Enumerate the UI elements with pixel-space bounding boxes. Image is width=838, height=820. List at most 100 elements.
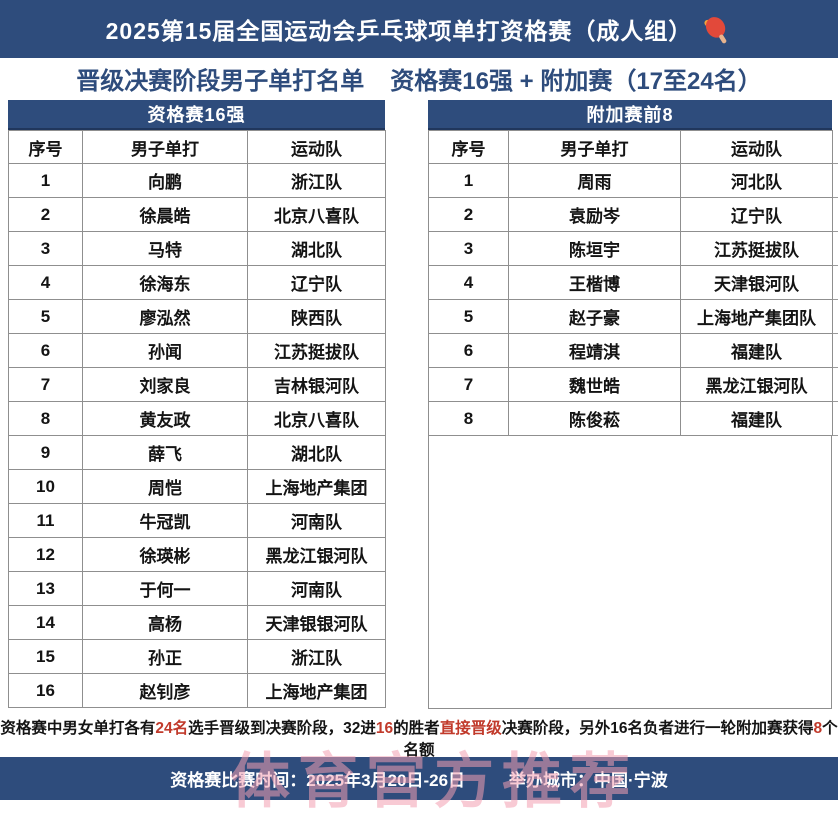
- rank-cell: 1: [8, 163, 83, 198]
- table-row: 6 程靖淇 福建队: [428, 333, 833, 368]
- table-row: 16 赵钊彦 上海地产集团: [8, 673, 386, 708]
- player-cell: 徐海东: [82, 265, 248, 300]
- rank-cell: 8: [8, 401, 83, 436]
- cropped-grid-edge: [833, 130, 838, 436]
- column-header: 运动队: [247, 130, 386, 164]
- player-cell: 牛冠凯: [82, 503, 248, 538]
- empty-table-area: [428, 436, 832, 709]
- note-segment: 24名: [155, 720, 189, 737]
- grid-line-stub: [833, 334, 838, 368]
- grid-line-stub: [833, 402, 838, 436]
- column-header: 运动队: [680, 130, 833, 164]
- team-cell: 河南队: [247, 503, 386, 538]
- rank-cell: 11: [8, 503, 83, 538]
- page-title: 2025第15届全国运动会乒乓球项单打资格赛（成人组）: [105, 18, 693, 44]
- note-segment: 资格赛中男女单打各有: [0, 720, 156, 737]
- team-cell: 河北队: [680, 163, 833, 198]
- player-cell: 魏世皓: [508, 367, 681, 402]
- player-cell: 于何一: [82, 571, 248, 606]
- player-cell: 廖泓然: [82, 299, 248, 334]
- team-cell: 江苏挺拔队: [680, 231, 833, 266]
- rank-cell: 3: [8, 231, 83, 266]
- table-row: 8 陈俊菘 福建队: [428, 401, 833, 436]
- table-row: 11 牛冠凯 河南队: [8, 503, 386, 538]
- table-row: 2 袁励岑 辽宁队: [428, 197, 833, 232]
- column-header: 男子单打: [82, 130, 248, 164]
- rank-cell: 5: [428, 299, 509, 334]
- column-header-row: 序号 男子单打 运动队: [8, 130, 386, 164]
- note-segment: 直接晋级: [439, 720, 502, 737]
- table-title: 资格赛16强: [8, 100, 385, 130]
- table-row: 1 向鹏 浙江队: [8, 163, 386, 198]
- player-cell: 程靖淇: [508, 333, 681, 368]
- note-segment: 8: [813, 720, 823, 737]
- player-cell: 赵钊彦: [82, 673, 248, 708]
- rank-cell: 4: [8, 265, 83, 300]
- team-cell: 福建队: [680, 333, 833, 368]
- rank-cell: 1: [428, 163, 509, 198]
- rank-cell: 7: [428, 367, 509, 402]
- player-cell: 薛飞: [82, 435, 248, 470]
- rank-cell: 14: [8, 605, 83, 640]
- grid-line-stub: [833, 164, 838, 198]
- table-row: 10 周恺 上海地产集团: [8, 469, 386, 504]
- subtitle-roster: 晋级决赛阶段男子单打名单: [76, 67, 365, 95]
- rank-cell: 13: [8, 571, 83, 606]
- player-cell: 徐晨皓: [82, 197, 248, 232]
- player-cell: 袁励岑: [508, 197, 681, 232]
- player-cell: 周恺: [82, 469, 248, 504]
- table-row: 5 廖泓然 陕西队: [8, 299, 386, 334]
- team-cell: 天津银银河队: [247, 605, 386, 640]
- grid-line-stub: [833, 198, 838, 232]
- table-row: 15 孙正 浙江队: [8, 639, 386, 674]
- team-cell: 辽宁队: [680, 197, 833, 232]
- playoff-8-table: 附加赛前8 序号 男子单打 运动队 1 周雨 河北队 2 袁励岑 辽宁队 3 陈垣宇 江苏挺拔队 4 王楷…: [428, 100, 833, 709]
- team-cell: 湖北队: [247, 435, 386, 470]
- player-cell: 陈俊菘: [508, 401, 681, 436]
- player-cell: 向鹏: [82, 163, 248, 198]
- note-segment: 的胜者: [393, 720, 440, 737]
- player-cell: 黄友政: [82, 401, 248, 436]
- team-cell: 上海地产集团: [247, 469, 386, 504]
- table-row: 12 徐瑛彬 黑龙江银河队: [8, 537, 386, 572]
- table-title: 附加赛前8: [428, 100, 832, 130]
- team-cell: 陕西队: [247, 299, 386, 334]
- team-cell: 江苏挺拔队: [247, 333, 386, 368]
- rank-cell: 6: [8, 333, 83, 368]
- note-segment: 16: [375, 720, 394, 737]
- grid-line-stub: [833, 232, 838, 266]
- note-text: 资格赛中男女单打各有24名选手晋级到决赛阶段，32进16的胜者直接晋级决赛阶段，…: [0, 718, 838, 762]
- table-row: 4 王楷博 天津银河队: [428, 265, 833, 300]
- table-row: 3 陈垣宇 江苏挺拔队: [428, 231, 833, 266]
- team-cell: 天津银河队: [680, 265, 833, 300]
- rank-cell: 4: [428, 265, 509, 300]
- team-cell: 吉林银河队: [247, 367, 386, 402]
- rank-cell: 2: [428, 197, 509, 232]
- player-cell: 赵子豪: [508, 299, 681, 334]
- team-cell: 上海地产集团: [247, 673, 386, 708]
- subtitle-bar: 晋级决赛阶段男子单打名单 资格赛16强 + 附加赛（17至24名）: [0, 58, 838, 98]
- team-cell: 北京八喜队: [247, 401, 386, 436]
- player-cell: 高杨: [82, 605, 248, 640]
- team-cell: 上海地产集团队: [680, 299, 833, 334]
- player-cell: 周雨: [508, 163, 681, 198]
- player-cell: 刘家良: [82, 367, 248, 402]
- table-tennis-paddle-icon: [702, 16, 732, 46]
- note-segment: 选手晋级到决赛阶段，32进: [188, 720, 376, 737]
- table-row: 3 马特 湖北队: [8, 231, 386, 266]
- footer-city: 举办城市：中国·宁波: [509, 771, 668, 790]
- grid-line-stub: [833, 130, 838, 164]
- team-cell: 湖北队: [247, 231, 386, 266]
- table-row: 5 赵子豪 上海地产集团队: [428, 299, 833, 334]
- subtitle-format: 资格赛16强 + 附加赛（17至24名）: [390, 67, 762, 95]
- table-row: 2 徐晨皓 北京八喜队: [8, 197, 386, 232]
- player-cell: 徐瑛彬: [82, 537, 248, 572]
- note-segment: 个名额: [403, 720, 838, 759]
- rank-cell: 12: [8, 537, 83, 572]
- grid-line-stub: [833, 300, 838, 334]
- rank-cell: 3: [428, 231, 509, 266]
- column-header-row: 序号 男子单打 运动队: [428, 130, 833, 164]
- table-row: 6 孙闻 江苏挺拔队: [8, 333, 386, 368]
- player-cell: 马特: [82, 231, 248, 266]
- table-row: 9 薛飞 湖北队: [8, 435, 386, 470]
